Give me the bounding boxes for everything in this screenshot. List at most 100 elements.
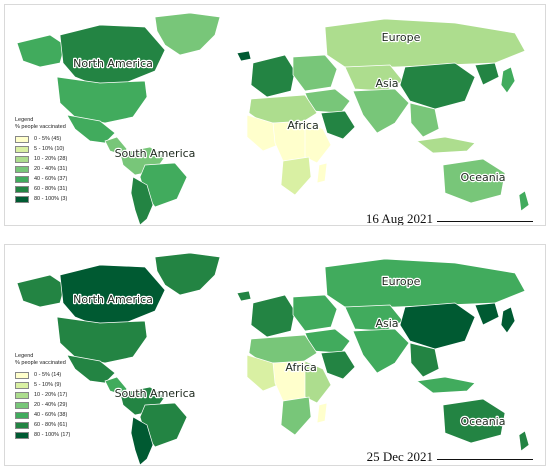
legend-swatch xyxy=(15,371,29,379)
continent-labels: North America South America Europe Asia … xyxy=(72,274,507,429)
world-map: North America South America Europe Asia … xyxy=(16,252,530,465)
region-south-asia xyxy=(352,88,410,134)
legend-item: 20 - 40% (31) xyxy=(15,164,67,174)
region-russia xyxy=(324,258,526,308)
legend-item: 60 - 80% (61) xyxy=(15,420,70,430)
legend-label: 5 - 10% (10) xyxy=(34,146,65,152)
legend-label: 60 - 80% (31) xyxy=(34,186,68,192)
date-rule xyxy=(437,221,533,222)
label-europe: Europe xyxy=(382,31,421,44)
region-iceland xyxy=(236,50,252,62)
legend-swatch xyxy=(15,421,29,429)
region-usa xyxy=(56,76,148,124)
region-brazil xyxy=(139,162,188,208)
continent-labels: North America South America Europe Asia … xyxy=(72,30,507,185)
legend-label: 20 - 40% (29) xyxy=(34,402,68,408)
legend-item: 0 - 5% (14) xyxy=(15,370,70,380)
legend-swatch xyxy=(15,391,29,399)
label-south-america: South America xyxy=(115,387,196,400)
legend-label: 10 - 20% (17) xyxy=(34,392,68,398)
region-alaska xyxy=(16,34,66,68)
region-greenland xyxy=(154,12,221,56)
region-africa-west xyxy=(246,354,284,392)
legend-item: 0 - 5% (45) xyxy=(15,134,67,144)
label-oceania: Oceania xyxy=(461,415,506,428)
region-iceland xyxy=(236,290,252,302)
region-europe-west xyxy=(250,294,296,338)
legend-item: 80 - 100% (3) xyxy=(15,194,67,204)
region-africa-east xyxy=(304,120,332,164)
legend-item: 5 - 10% (9) xyxy=(15,380,70,390)
legend-item: 40 - 60% (37) xyxy=(15,174,67,184)
region-africa-east xyxy=(304,360,332,404)
legend-item: 80 - 100% (17) xyxy=(15,430,70,440)
label-asia: Asia xyxy=(375,77,398,90)
legend-label: 0 - 5% (45) xyxy=(34,136,62,142)
region-madagascar xyxy=(316,162,328,184)
legend-item: 40 - 60% (38) xyxy=(15,410,70,420)
legend-label: 60 - 80% (61) xyxy=(34,422,68,428)
label-africa: Africa xyxy=(287,119,318,132)
region-europe-east xyxy=(292,54,338,92)
region-indonesia xyxy=(416,136,476,154)
region-brazil xyxy=(139,402,188,448)
legend-item: 10 - 20% (17) xyxy=(15,390,70,400)
map-legend: Legend % people vaccinated 0 - 5% (45) 5… xyxy=(15,117,67,204)
region-europe-east xyxy=(292,294,338,332)
label-south-america: South America xyxy=(115,147,196,160)
region-arabia xyxy=(320,350,356,380)
region-canada xyxy=(59,24,166,86)
legend-swatch xyxy=(15,185,29,193)
region-arabia xyxy=(320,110,356,140)
region-russia xyxy=(324,18,526,68)
region-southeast-asia xyxy=(409,102,440,138)
map-panel-aug-2021: North America South America Europe Asia … xyxy=(4,4,546,226)
region-mexico xyxy=(66,114,116,144)
legend-swatch xyxy=(15,155,29,163)
region-usa xyxy=(56,316,148,364)
map-date: 16 Aug 2021 xyxy=(365,211,433,226)
legend-swatch xyxy=(15,411,29,419)
legend-label: 80 - 100% (17) xyxy=(34,432,71,438)
label-europe: Europe xyxy=(382,275,421,288)
legend-item: 10 - 20% (28) xyxy=(15,154,67,164)
region-east-asia xyxy=(474,302,500,326)
legend-label: 80 - 100% (3) xyxy=(34,196,68,202)
legend-subtitle: % people vaccinated xyxy=(15,124,66,130)
region-australia xyxy=(442,158,506,204)
region-africa-south xyxy=(280,396,312,436)
region-alaska xyxy=(16,274,66,308)
region-japan xyxy=(500,66,516,94)
label-oceania: Oceania xyxy=(461,171,506,184)
region-madagascar xyxy=(316,402,328,424)
legend-title: Legend xyxy=(15,353,34,359)
legend-item: 5 - 10% (10) xyxy=(15,144,67,154)
legend-swatch xyxy=(15,165,29,173)
legend-subtitle: % people vaccinated xyxy=(15,360,66,366)
region-central-asia xyxy=(344,304,404,332)
legend-swatch xyxy=(15,381,29,389)
legend-item: 60 - 80% (31) xyxy=(15,184,67,194)
region-africa-west xyxy=(246,114,284,152)
date-rule xyxy=(437,459,533,460)
region-africa-south xyxy=(280,156,312,196)
label-north-america: North America xyxy=(73,57,153,70)
legend-label: 40 - 60% (37) xyxy=(34,176,68,182)
legend-swatch xyxy=(15,401,29,409)
label-asia: Asia xyxy=(375,317,398,330)
map-panel-dec-2021: North America South America Europe Asia … xyxy=(4,244,546,466)
region-china xyxy=(399,62,476,110)
region-east-asia xyxy=(474,62,500,86)
label-north-america: North America xyxy=(73,293,153,306)
legend-swatch xyxy=(15,431,29,439)
region-new-zealand xyxy=(518,430,530,452)
region-indonesia xyxy=(416,376,476,394)
world-map: North America South America Europe Asia … xyxy=(16,12,530,225)
legend-label: 40 - 60% (38) xyxy=(34,412,68,418)
region-australia xyxy=(442,398,506,444)
legend-swatch xyxy=(15,135,29,143)
map-date: 25 Dec 2021 xyxy=(366,449,433,464)
map-legend: Legend % people vaccinated 0 - 5% (14) 5… xyxy=(15,353,70,440)
region-japan xyxy=(500,306,516,334)
